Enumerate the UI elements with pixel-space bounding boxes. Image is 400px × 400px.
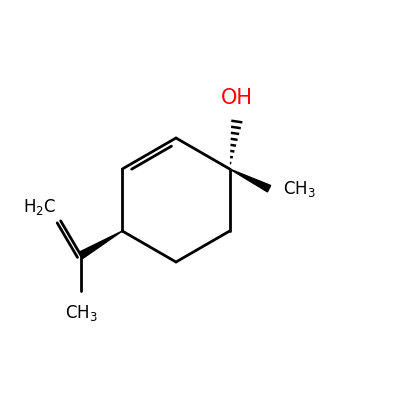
- Text: OH: OH: [221, 88, 253, 108]
- Text: H$_2$C: H$_2$C: [24, 197, 57, 217]
- Text: CH$_3$: CH$_3$: [283, 179, 316, 199]
- Polygon shape: [230, 169, 271, 192]
- Polygon shape: [79, 231, 122, 258]
- Text: CH$_3$: CH$_3$: [64, 303, 97, 323]
